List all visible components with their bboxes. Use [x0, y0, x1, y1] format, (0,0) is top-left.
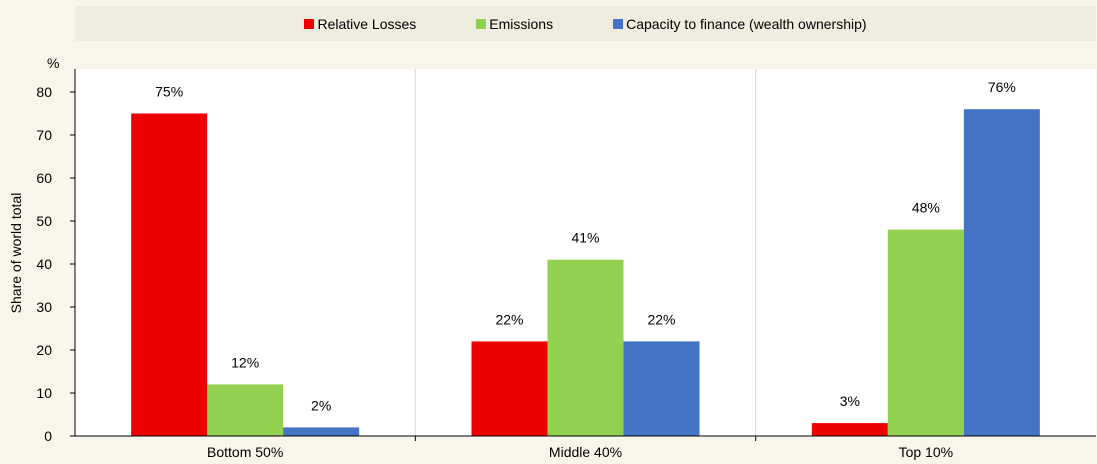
x-tick-label: Bottom 50% [207, 444, 283, 460]
y-tick-label: 80 [36, 84, 52, 100]
y-axis-ticks: 0 10 20 30 40 50 60 70 80 [36, 84, 75, 444]
y-tick-label: 60 [36, 170, 52, 186]
bar-value-label: 48% [912, 200, 940, 216]
legend-swatch-capacity [613, 18, 624, 29]
bar [207, 384, 284, 436]
bar-value-label: 2% [311, 397, 331, 413]
bar-value-label: 76% [988, 79, 1016, 95]
x-tick-label: Middle 40% [549, 444, 622, 460]
y-tick-label: 30 [36, 299, 52, 315]
y-tick-label: 20 [36, 342, 52, 358]
bar [623, 341, 700, 436]
bar-value-label: 22% [647, 311, 675, 327]
bar-value-labels: 75% 12% 2% 22% 41% 22% 3% 48% 76% [155, 79, 1016, 413]
bar-value-label: 75% [155, 84, 183, 100]
legend-entry-emissions: Emissions [476, 16, 553, 32]
y-tick-label: 40 [36, 256, 52, 272]
category-separators [414, 69, 757, 441]
x-tick-label: Top 10% [899, 444, 953, 460]
bar [963, 109, 1040, 436]
y-tick-label: 50 [36, 213, 52, 229]
bar [283, 427, 360, 436]
bar [811, 423, 888, 436]
y-tick-label: 10 [36, 385, 52, 401]
y-unit-label: % [47, 55, 59, 71]
bar [471, 341, 548, 436]
legend-entry-capacity: Capacity to finance (wealth ownership) [613, 15, 867, 32]
bars [131, 109, 1040, 436]
legend-label-emissions: Emissions [489, 15, 554, 32]
bar-value-label: 3% [840, 393, 860, 409]
y-tick-label: 0 [44, 428, 52, 444]
bar-value-label: 12% [231, 354, 259, 370]
legend-swatch-emissions [476, 18, 487, 29]
bar [887, 229, 964, 436]
bar [547, 259, 624, 436]
chart-legend: Relative Losses Emissions Capacity to fi… [75, 6, 1096, 41]
legend-entry-relative-losses: Relative Losses [304, 16, 416, 32]
y-tick-label: 70 [36, 127, 52, 143]
bar-value-label: 41% [571, 230, 599, 246]
bar-value-label: 22% [495, 311, 523, 327]
legend-label-relative-losses: Relative Losses [317, 15, 417, 32]
legend-label-capacity: Capacity to finance (wealth ownership) [626, 15, 867, 32]
y-axis-title: Share of world total [8, 193, 24, 314]
x-axis-labels: Bottom 50% Middle 40% Top 10% [207, 444, 953, 460]
bar [131, 113, 208, 436]
legend-swatch-relative-losses [304, 18, 315, 29]
